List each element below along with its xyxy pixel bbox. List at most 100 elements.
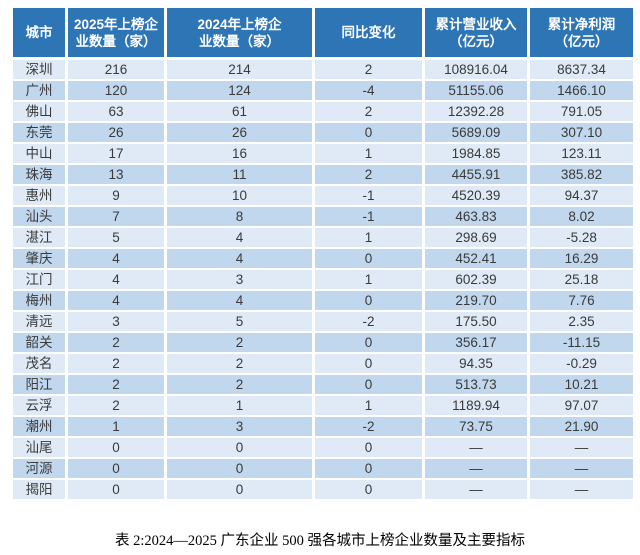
value-cell: 0 <box>68 480 167 501</box>
value-cell: 4520.39 <box>425 186 530 207</box>
column-header-4: 累计营业收入 （亿元） <box>425 8 530 60</box>
value-cell: 0 <box>315 375 425 396</box>
city-cell: 中山 <box>13 144 68 165</box>
table-row: 珠海 13 11 2 4455.91 385.82 <box>13 165 633 186</box>
value-cell: 21.90 <box>530 417 633 438</box>
city-cell: 韶关 <box>13 333 68 354</box>
table-body: 深圳 216 214 2 108916.04 8637.34 广州 120 124 -4 51155… <box>13 60 633 501</box>
value-cell: -2 <box>315 312 425 333</box>
city-cell: 江门 <box>13 270 68 291</box>
value-cell: 219.70 <box>425 291 530 312</box>
city-cell: 珠海 <box>13 165 68 186</box>
value-cell: — <box>530 480 633 501</box>
column-header-2: 2024年上榜企 业数量（家） <box>167 8 315 60</box>
table-row: 阳江 2 2 0 513.73 10.21 <box>13 375 633 396</box>
table-row: 潮州 1 3 -2 73.75 21.90 <box>13 417 633 438</box>
value-cell: 4 <box>167 228 315 249</box>
value-cell: 3 <box>68 312 167 333</box>
value-cell: 2.35 <box>530 312 633 333</box>
value-cell: 2 <box>167 354 315 375</box>
value-cell: 12392.28 <box>425 102 530 123</box>
value-cell: 463.83 <box>425 207 530 228</box>
value-cell: 307.10 <box>530 123 633 144</box>
value-cell: 2 <box>167 375 315 396</box>
value-cell: 11 <box>167 165 315 186</box>
value-cell: 0 <box>68 459 167 480</box>
value-cell: 452.41 <box>425 249 530 270</box>
value-cell: -1 <box>315 207 425 228</box>
value-cell: 5689.09 <box>425 123 530 144</box>
table-row: 河源 0 0 0— — <box>13 459 633 480</box>
value-cell: 26 <box>68 123 167 144</box>
value-cell: 0 <box>315 291 425 312</box>
value-cell: 602.39 <box>425 270 530 291</box>
value-cell: 5 <box>167 312 315 333</box>
table-row: 清远 3 5 -2 175.50 2.35 <box>13 312 633 333</box>
value-cell: 16.29 <box>530 249 633 270</box>
value-cell: — <box>425 438 530 459</box>
table-row: 佛山 63 61 2 12392.28 791.05 <box>13 102 633 123</box>
table-row: 揭阳 0 0 0— — <box>13 480 633 501</box>
value-cell: 2 <box>68 396 167 417</box>
value-cell: 8637.34 <box>530 60 633 81</box>
value-cell: 63 <box>68 102 167 123</box>
city-cell: 广州 <box>13 81 68 102</box>
value-cell: -1 <box>315 186 425 207</box>
value-cell: 2 <box>68 375 167 396</box>
column-header-5: 累计净利润 （亿元） <box>530 8 633 60</box>
value-cell: 2 <box>68 333 167 354</box>
city-cell: 云浮 <box>13 396 68 417</box>
column-header-3: 同比变化 <box>315 8 425 60</box>
city-cell: 梅州 <box>13 291 68 312</box>
city-cell: 惠州 <box>13 186 68 207</box>
value-cell: 26 <box>167 123 315 144</box>
city-cell: 河源 <box>13 459 68 480</box>
value-cell: 0 <box>315 123 425 144</box>
value-cell: — <box>530 438 633 459</box>
value-cell: 214 <box>167 60 315 81</box>
value-cell: 2 <box>315 102 425 123</box>
table-row: 东莞 26 26 0 5689.09 307.10 <box>13 123 633 144</box>
city-ranking-table-wrap: 城市 2025年上榜企 业数量（家） 2024年上榜企 业数量（家） 同比变化 累计营业… <box>13 8 633 501</box>
value-cell: 4 <box>167 291 315 312</box>
value-cell: 0 <box>315 333 425 354</box>
table-row: 湛江 5 4 1 298.69 -5.28 <box>13 228 633 249</box>
value-cell: 108916.04 <box>425 60 530 81</box>
value-cell: — <box>425 480 530 501</box>
value-cell: 4 <box>68 270 167 291</box>
column-header-0: 城市 <box>13 8 68 60</box>
value-cell: — <box>425 459 530 480</box>
table-row: 汕尾 0 0 0— — <box>13 438 633 459</box>
value-cell: -0.29 <box>530 354 633 375</box>
table-caption: 表 2:2024—2025 广东企业 500 强各城市上榜企业数量及主要指标 <box>114 533 526 549</box>
value-cell: 16 <box>167 144 315 165</box>
value-cell: 1984.85 <box>425 144 530 165</box>
table-header-row: 城市 2025年上榜企 业数量（家） 2024年上榜企 业数量（家） 同比变化 累计营业… <box>13 8 633 60</box>
value-cell: 17 <box>68 144 167 165</box>
value-cell: 10.21 <box>530 375 633 396</box>
table-row: 韶关 2 2 0 356.17 -11.15 <box>13 333 633 354</box>
table-row: 云浮 2 1 1 1189.94 97.07 <box>13 396 633 417</box>
value-cell: 2 <box>167 333 315 354</box>
value-cell: 0 <box>167 459 315 480</box>
value-cell: 2 <box>315 165 425 186</box>
value-cell: 25.18 <box>530 270 633 291</box>
value-cell: 175.50 <box>425 312 530 333</box>
city-cell: 汕头 <box>13 207 68 228</box>
value-cell: 61 <box>167 102 315 123</box>
value-cell: 0 <box>315 249 425 270</box>
value-cell: 2 <box>68 354 167 375</box>
column-header-1: 2025年上榜企 业数量（家） <box>68 8 167 60</box>
table-row: 梅州 4 4 0 219.70 7.76 <box>13 291 633 312</box>
value-cell: 4 <box>68 291 167 312</box>
value-cell: -5.28 <box>530 228 633 249</box>
city-cell: 潮州 <box>13 417 68 438</box>
city-cell: 茂名 <box>13 354 68 375</box>
value-cell: 123.11 <box>530 144 633 165</box>
value-cell: 1 <box>315 270 425 291</box>
value-cell: 0 <box>315 354 425 375</box>
value-cell: 791.05 <box>530 102 633 123</box>
value-cell: 356.17 <box>425 333 530 354</box>
value-cell: 97.07 <box>530 396 633 417</box>
table-row: 江门 4 3 1 602.39 25.18 <box>13 270 633 291</box>
